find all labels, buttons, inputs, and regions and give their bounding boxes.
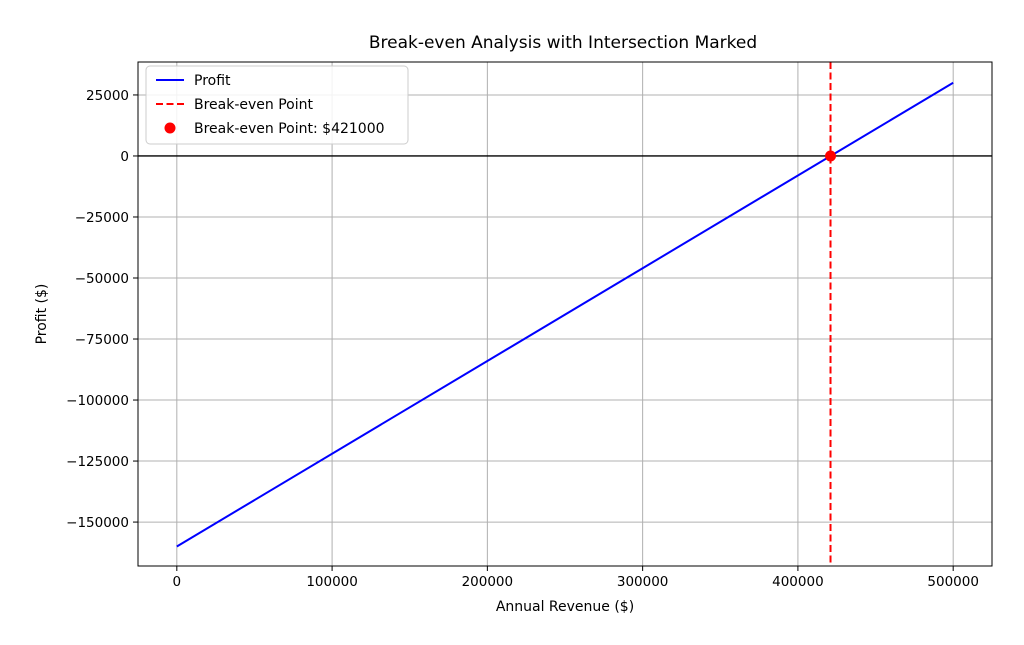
x-axis-label: Annual Revenue ($)	[496, 599, 634, 615]
y-tick-label: −75000	[75, 332, 129, 348]
legend-label: Profit	[194, 73, 231, 89]
legend-swatch-break-even-point	[164, 122, 176, 134]
y-tick-label: −100000	[66, 393, 129, 409]
x-tick-label: 200000	[462, 574, 514, 590]
x-tick-label: 300000	[617, 574, 669, 590]
legend-label: Break-even Point: $421000	[194, 121, 385, 137]
axis-ticks: 0 100000 200000 300000 400000 500000 25000 0 −25…	[66, 88, 979, 590]
y-tick-label: 25000	[86, 88, 129, 104]
x-tick-label: 500000	[927, 574, 979, 590]
reference-lines	[138, 62, 992, 566]
x-tick-label: 0	[173, 574, 182, 590]
y-tick-label: −150000	[66, 515, 129, 531]
series-lines	[176, 81, 954, 548]
y-axis-label: Profit ($)	[34, 284, 50, 345]
legend-box	[145, 65, 409, 145]
y-tick-label: 0	[120, 149, 129, 165]
profit-line	[176, 81, 954, 548]
x-tick-label: 400000	[772, 574, 824, 590]
y-tick-label: −50000	[75, 271, 129, 287]
data-points	[825, 150, 837, 162]
break-even-point-marker	[825, 150, 837, 162]
y-tick-label: −125000	[66, 454, 129, 470]
grid-lines	[138, 62, 992, 566]
x-tick-label: 100000	[306, 574, 358, 590]
legend-label: Break-even Point	[194, 97, 314, 113]
y-tick-label: −25000	[75, 210, 129, 226]
plot-frame	[137, 61, 993, 567]
legend: Profit Break-even Point Break-even Point: …	[145, 65, 409, 145]
chart-title: Break-even Analysis with Intersection Ma…	[369, 33, 757, 53]
